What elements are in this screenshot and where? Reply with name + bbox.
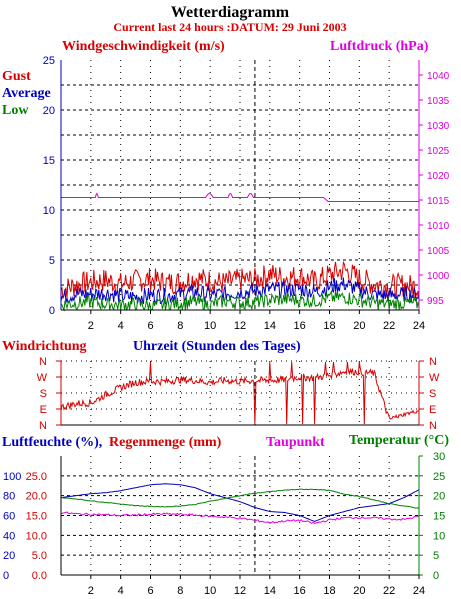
x-tick-label: 22 (383, 320, 395, 332)
x-tick-label: 10 (204, 585, 216, 597)
wind-y-tick: 5 (49, 255, 55, 267)
x-tick-label: 18 (323, 585, 335, 597)
x-tick-label: 16 (294, 585, 306, 597)
legend-low: Low (2, 103, 29, 118)
x-tick-label: 8 (177, 585, 183, 597)
pressure-y-tick: 1005 (427, 246, 450, 257)
dewpoint-label: Taupunkt (266, 435, 325, 450)
pressure-y-tick: 1040 (427, 71, 450, 82)
x-tick-label: 14 (264, 585, 276, 597)
series-taupunkt (61, 511, 420, 525)
time-axis-label: Uhrzeit (Stunden des Tages) (133, 339, 301, 354)
temp-y-tick: 5 (433, 550, 439, 562)
humidity-y-tick: 0 (3, 570, 9, 582)
temp-y-tick: 20 (433, 491, 445, 503)
x-tick-label: 24 (413, 585, 425, 597)
series-gust (60, 260, 420, 299)
x-tick-label: 12 (234, 320, 246, 332)
x-tick-label: 20 (353, 585, 365, 597)
series-luftdruck (61, 192, 419, 202)
series-average (60, 277, 420, 306)
x-tick-label: 8 (177, 320, 183, 332)
x-tick-label: 22 (383, 585, 395, 597)
direction-y-tick-right: N (429, 420, 437, 432)
wind-direction-label: Windrichtung (2, 339, 87, 354)
humidity-y-tick: 20 (3, 550, 15, 562)
wind-y-tick: 20 (43, 105, 55, 117)
humidity-axis-label: Luftfeuchte (%), (2, 435, 102, 450)
temp-y-tick: 30 (433, 451, 445, 463)
legend-gust: Gust (2, 69, 31, 84)
temperature-axis-label-text: Temperatur ( (349, 433, 429, 448)
direction-y-tick: N (39, 420, 47, 432)
direction-y-tick: W (37, 372, 48, 384)
x-tick-label: 12 (234, 585, 246, 597)
x-tick-label: 10 (204, 320, 216, 332)
x-tick-label: 4 (118, 585, 124, 597)
pressure-y-tick: 1035 (427, 96, 450, 107)
x-tick-label: 20 (353, 320, 365, 332)
wind-speed-axis-label: Windgeschwindigkeit (m/s) (62, 39, 225, 54)
x-tick-label: 14 (264, 320, 276, 332)
humidity-y-tick: 100 (3, 471, 21, 483)
rain-y-tick: 15.0 (26, 511, 47, 523)
x-tick-label: 18 (323, 320, 335, 332)
temp-y-tick: 25 (433, 471, 445, 483)
x-tick-label: 24 (413, 320, 425, 332)
rain-axis-label: Regenmenge (mm) (109, 435, 222, 450)
page-title: Wetterdiagramm (171, 4, 290, 21)
direction-y-tick: S (40, 388, 47, 400)
x-tick-label: 2 (88, 320, 94, 332)
pressure-y-tick: 1025 (427, 146, 450, 157)
series-windrichtung (60, 361, 420, 425)
pressure-y-tick: 1010 (427, 221, 450, 232)
x-tick-label: 6 (147, 320, 153, 332)
direction-y-tick-right: W (429, 372, 440, 384)
rain-y-tick: 10.0 (26, 530, 47, 542)
direction-y-tick: N (39, 356, 47, 368)
legend-average: Average (2, 86, 51, 101)
pressure-y-tick: 1030 (427, 121, 450, 132)
humidity-y-tick: 80 (3, 491, 15, 503)
pressure-y-tick: 1000 (427, 271, 450, 282)
pressure-y-tick: 1020 (427, 171, 450, 182)
humidity-y-tick: 60 (3, 511, 15, 523)
wind-y-tick: 15 (43, 155, 55, 167)
wind-y-tick: 0 (49, 305, 55, 317)
chart-layer: 0510152025995100010051010101510201025103… (3, 55, 450, 597)
temperature-unit: °C (429, 433, 445, 448)
direction-y-tick-right: E (429, 404, 436, 416)
temperature-axis-label: Temperatur (°C) (349, 433, 449, 448)
rain-y-tick: 5.0 (32, 550, 47, 562)
temp-y-tick: 15 (433, 511, 445, 523)
direction-y-tick-right: S (429, 388, 436, 400)
x-tick-label: 2 (88, 585, 94, 597)
rain-y-tick: 25.0 (26, 471, 47, 483)
x-tick-label: 6 (147, 585, 153, 597)
page-subtitle: Current last 24 hours :DATUM: 29 Juni 20… (113, 20, 346, 34)
pressure-y-tick: 1015 (427, 196, 450, 207)
wind-y-tick: 10 (43, 205, 55, 217)
pressure-y-tick: 995 (427, 296, 444, 307)
temperature-axis-label-close: ) (444, 433, 449, 448)
wind-y-tick: 25 (43, 55, 55, 67)
temp-y-tick: 0 (433, 570, 439, 582)
direction-y-tick: E (40, 404, 47, 416)
rain-y-tick: 20.0 (26, 491, 47, 503)
x-tick-label: 16 (294, 320, 306, 332)
series-luftfeuchte (60, 483, 420, 523)
x-tick-label: 4 (118, 320, 124, 332)
temp-y-tick: 10 (433, 530, 445, 542)
series-temperatur (60, 488, 420, 509)
direction-y-tick-right: N (429, 356, 437, 368)
humidity-y-tick: 40 (3, 530, 15, 542)
pressure-axis-label: Luftdruck (hPa) (330, 39, 429, 54)
rain-y-tick: 0.0 (32, 570, 47, 582)
